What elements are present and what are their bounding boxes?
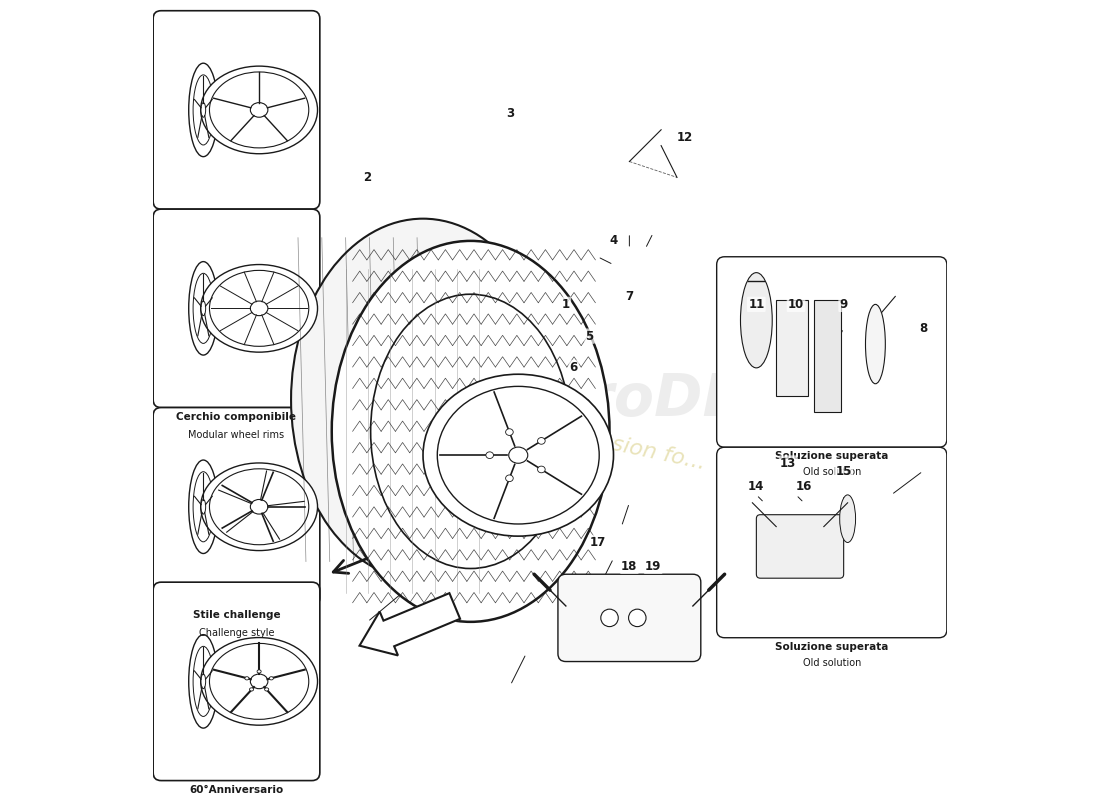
Ellipse shape [201,301,206,316]
Ellipse shape [194,75,213,145]
Ellipse shape [538,466,546,473]
FancyBboxPatch shape [153,209,320,407]
Text: Cerchio componibile: Cerchio componibile [176,411,297,422]
Text: 16: 16 [795,481,812,494]
Text: since 1985: since 1985 [742,374,834,393]
Text: 14: 14 [748,481,764,494]
Ellipse shape [189,262,218,355]
Text: Challenge style: Challenge style [199,628,274,638]
Ellipse shape [200,66,318,154]
FancyBboxPatch shape [153,582,320,781]
Ellipse shape [839,495,856,542]
Ellipse shape [508,447,528,463]
Ellipse shape [209,469,309,545]
Ellipse shape [209,72,309,148]
Text: 10: 10 [788,298,804,311]
Text: a passion fo...: a passion fo... [551,422,707,474]
Ellipse shape [189,460,218,554]
FancyBboxPatch shape [153,407,320,606]
Ellipse shape [201,102,206,118]
Ellipse shape [201,674,206,689]
Text: 17: 17 [590,536,606,549]
Text: 5: 5 [585,330,594,342]
Ellipse shape [424,374,614,536]
Text: Soluzione superata: Soluzione superata [776,451,889,462]
Ellipse shape [371,294,571,569]
Ellipse shape [292,218,556,581]
Text: 9: 9 [839,298,848,311]
Text: Soluzione superata: Soluzione superata [776,642,889,652]
Ellipse shape [506,475,514,482]
Ellipse shape [486,452,494,458]
Text: 19: 19 [645,560,661,573]
Ellipse shape [194,646,213,717]
FancyBboxPatch shape [717,447,947,638]
Text: 15: 15 [836,465,851,478]
Text: euroDES: euroDES [505,371,785,428]
Ellipse shape [628,609,646,626]
Ellipse shape [189,634,218,728]
Ellipse shape [866,304,886,384]
Text: Modular wheel rims: Modular wheel rims [188,430,285,440]
Ellipse shape [200,463,318,550]
Ellipse shape [270,677,274,680]
Ellipse shape [251,102,268,118]
Text: 7: 7 [625,290,634,303]
Text: 12: 12 [676,131,693,144]
Ellipse shape [251,301,268,316]
Ellipse shape [257,670,261,673]
Ellipse shape [201,499,206,514]
FancyBboxPatch shape [717,257,947,447]
FancyBboxPatch shape [153,10,320,209]
Ellipse shape [200,265,318,352]
Ellipse shape [209,643,309,719]
Ellipse shape [506,429,514,435]
Ellipse shape [601,609,618,626]
Ellipse shape [209,270,309,346]
FancyBboxPatch shape [777,301,807,396]
Ellipse shape [189,63,218,157]
Text: 60°Anniversario: 60°Anniversario [189,785,284,794]
FancyBboxPatch shape [814,301,842,411]
FancyBboxPatch shape [757,514,844,578]
Text: 8: 8 [918,322,927,334]
FancyBboxPatch shape [558,574,701,662]
Ellipse shape [245,677,249,680]
Ellipse shape [265,688,268,691]
Text: 4: 4 [609,234,617,247]
Text: Old solution: Old solution [803,658,861,667]
Ellipse shape [251,674,268,689]
Ellipse shape [194,274,213,343]
Text: 18: 18 [621,560,638,573]
Ellipse shape [251,499,268,514]
Text: 3: 3 [506,107,515,120]
Text: Old solution: Old solution [803,467,861,477]
Text: 13: 13 [780,457,796,470]
Ellipse shape [250,688,254,691]
Text: 2: 2 [363,171,372,184]
Text: 6: 6 [570,362,578,374]
Ellipse shape [200,638,318,725]
Text: 11: 11 [748,298,764,311]
Ellipse shape [438,386,600,524]
Text: 1: 1 [562,298,570,311]
Ellipse shape [194,472,213,542]
Text: Stile challenge: Stile challenge [192,610,280,620]
Ellipse shape [740,273,772,368]
Ellipse shape [538,438,546,444]
FancyArrow shape [360,593,460,655]
Ellipse shape [332,241,609,622]
